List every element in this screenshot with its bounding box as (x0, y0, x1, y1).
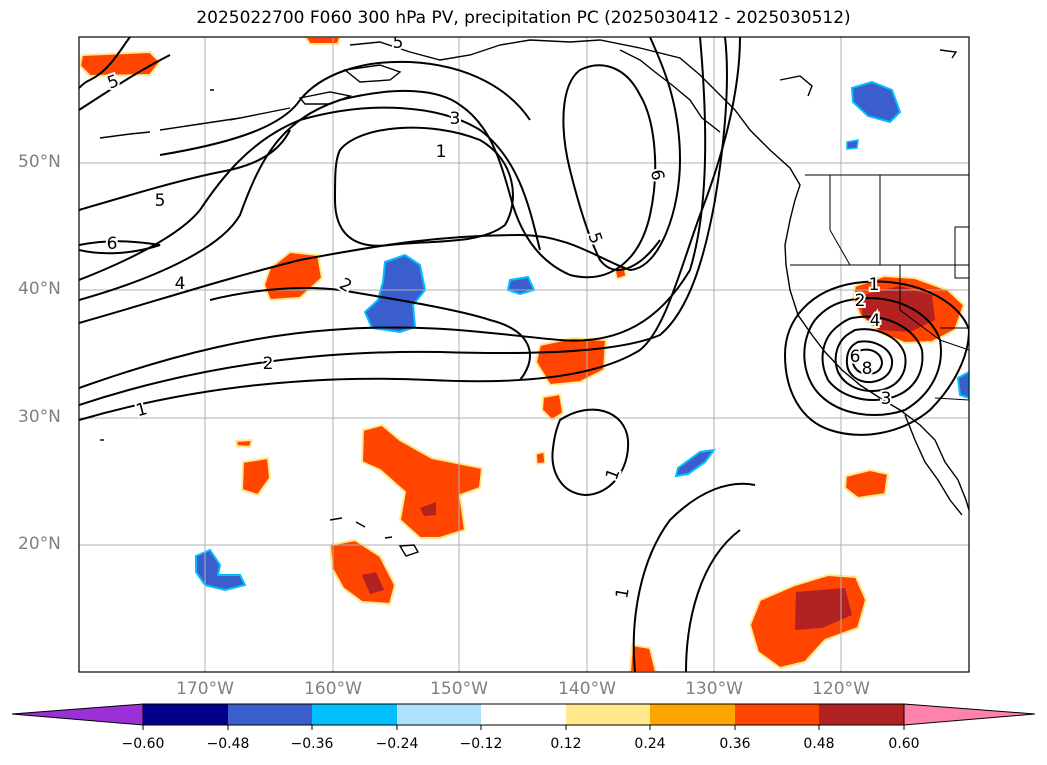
colorbar-segment (397, 704, 481, 725)
pv-contour (834, 328, 907, 392)
colorbar-tick-label: 0.24 (634, 736, 666, 752)
pv-contour (851, 348, 884, 376)
precip-patch (956, 370, 969, 400)
colorbar-segment (481, 704, 566, 725)
pv-contour (79, 240, 161, 255)
map-area: 5 5 5 6 4 3 1 6 5 2 2 1 1 1 1 2 4 6 8 3 (79, 33, 969, 672)
precip-patch (234, 438, 254, 449)
colorbar-segment (312, 704, 397, 725)
lat-label: 20°N (18, 534, 61, 554)
contour-label: 3 (450, 109, 461, 129)
precip-patch (360, 423, 484, 539)
colorbar-frame (142, 703, 905, 726)
contour-label: 8 (862, 359, 873, 379)
precip-patch (420, 502, 436, 516)
precip-patch (506, 275, 536, 296)
precip-patch (795, 588, 852, 630)
pv-contour (845, 340, 894, 384)
lon-label: 150°W (430, 679, 488, 699)
contour-label: 5 (393, 33, 404, 53)
contour-label: 6 (850, 347, 861, 367)
figure-title: 2025022700 F060 300 hPa PV, precipitatio… (196, 8, 851, 28)
pv-contour (79, 129, 291, 211)
precip-patch (846, 139, 859, 150)
pv-contour (79, 54, 171, 111)
lon-label: 130°W (685, 679, 743, 699)
pv-contour (821, 315, 924, 401)
lon-label: 120°W (812, 679, 870, 699)
colorbar-tick-label: −0.60 (121, 736, 165, 752)
pv-contour (79, 37, 728, 406)
pv-contour (685, 529, 741, 672)
lat-label: 50°N (18, 152, 61, 172)
precip-patch (850, 80, 902, 124)
contour-label: 1 (869, 275, 880, 295)
colorbar-tick-label: −0.24 (375, 736, 419, 752)
precip-patch (362, 572, 384, 594)
contour-label: 1 (436, 142, 447, 162)
precip-patch (195, 548, 247, 592)
pv-contour (333, 126, 514, 247)
colorbar-segment (735, 704, 819, 725)
gridlines (79, 37, 969, 672)
lon-label: 160°W (304, 679, 362, 699)
contour-label: 2 (855, 291, 866, 311)
pv-contour (79, 64, 661, 301)
precip-patch (79, 50, 162, 78)
colorbar-segment (650, 704, 735, 725)
contour-label: 4 (870, 311, 881, 331)
lat-label: 30°N (18, 407, 61, 427)
pv-contour (79, 37, 131, 89)
colorbar-segment (566, 704, 650, 725)
pv-contour (79, 37, 741, 421)
pv-contour (783, 280, 969, 436)
pv-contour (632, 482, 756, 672)
lat-label: 40°N (18, 279, 61, 299)
contour-label: 2 (263, 354, 274, 374)
colorbar-segment (143, 704, 228, 725)
colorbar-tick-label: 0.36 (719, 736, 751, 752)
contour-label: 5 (155, 191, 166, 211)
precip-patch (535, 451, 546, 465)
colorbar-tick-label: −0.12 (459, 736, 503, 752)
precip-patch (628, 643, 658, 672)
pv-contour (209, 287, 531, 381)
precip-patch (240, 456, 272, 497)
colorbar-tick-label: −0.48 (206, 736, 250, 752)
colorbar (11, 703, 1036, 730)
pv-contour (551, 408, 630, 497)
lon-label: 140°W (558, 679, 616, 699)
colorbar-tick-label: 0.48 (803, 736, 835, 752)
coastlines (99, 39, 969, 557)
precip-patch (862, 286, 935, 332)
colorbar-tick-label: 0.12 (550, 736, 582, 752)
precip-patch (674, 448, 717, 478)
colorbar-extend-low (11, 703, 144, 726)
pv-contour (159, 60, 531, 156)
pv-contour (79, 106, 541, 281)
contour-label: 3 (881, 389, 892, 409)
map-frame (78, 36, 970, 673)
precip-patch (843, 468, 890, 500)
colorbar-tick-label: −0.36 (290, 736, 334, 752)
contour-label: 4 (175, 274, 186, 294)
pv-contour (803, 297, 942, 416)
pv-contour (79, 37, 707, 389)
pv-contours (79, 37, 969, 672)
pv-contour (79, 37, 682, 324)
lon-label: 170°W (176, 679, 234, 699)
colorbar-tick-label: 0.60 (888, 736, 920, 752)
precip-patch (303, 37, 342, 45)
colorbar-segment (819, 704, 904, 725)
colorbar-extend-high (903, 703, 1036, 726)
precip-patch (540, 392, 565, 422)
contour-label: 6 (107, 234, 118, 254)
colorbar-segment (228, 704, 312, 725)
